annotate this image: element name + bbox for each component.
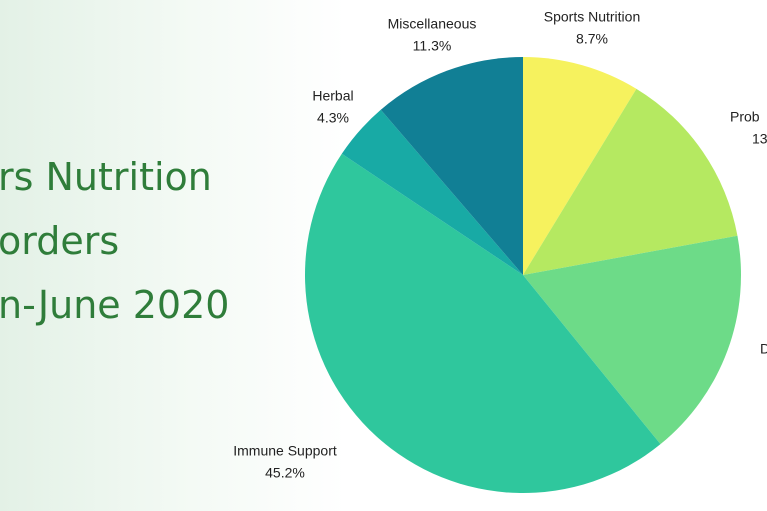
pie-slice bbox=[523, 235, 741, 445]
slice-label: Prob bbox=[730, 109, 760, 125]
pie-slice bbox=[305, 153, 661, 493]
slice-label: Immune Support bbox=[233, 443, 337, 459]
slice-value-label: 11.3% bbox=[413, 38, 452, 54]
slice-label: D bbox=[760, 341, 767, 357]
title: rs Nutrition orders n-June 2020 bbox=[0, 155, 229, 327]
title-line: orders bbox=[0, 219, 119, 263]
slice-value-label: 4.3% bbox=[317, 110, 349, 126]
title-line: rs Nutrition bbox=[0, 155, 212, 199]
slice-value-label: 8.7% bbox=[576, 31, 608, 47]
pie-slice bbox=[523, 57, 637, 275]
pie-slice bbox=[380, 57, 523, 275]
slice-label: Herbal bbox=[312, 88, 353, 104]
pie-slice bbox=[341, 109, 523, 275]
pie-slice bbox=[523, 88, 738, 275]
slice-value-label: 13 bbox=[752, 131, 767, 147]
slice-label: Miscellaneous bbox=[388, 16, 477, 32]
slice-value-label: 45.2% bbox=[265, 465, 305, 481]
title-line: n-June 2020 bbox=[0, 283, 229, 327]
slice-label: Sports Nutrition bbox=[544, 9, 640, 25]
